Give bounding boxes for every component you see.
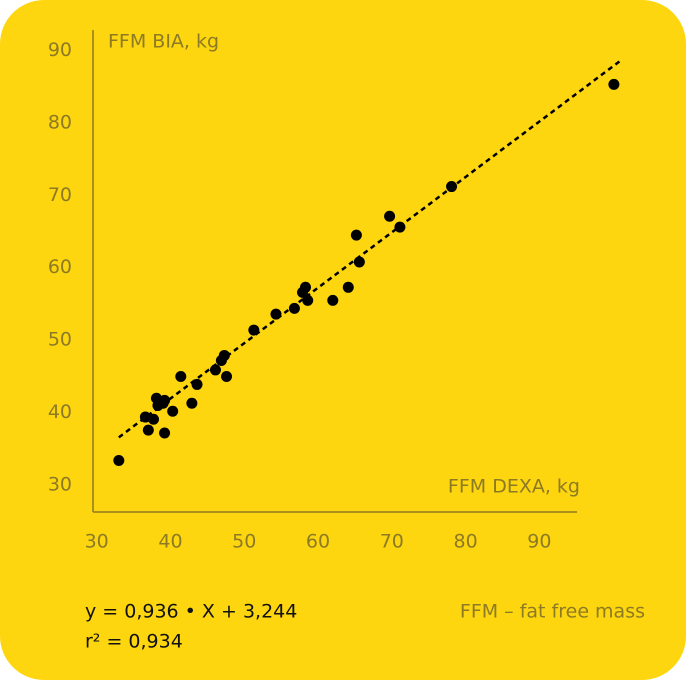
data-point [175,370,187,382]
data-point [327,294,339,306]
y-axis-label: FFM BIA, kg [108,31,219,53]
data-point [209,364,221,376]
data-point [384,210,396,222]
data-point [186,397,198,409]
x-tick-label: 50 [232,531,256,553]
data-point [167,405,179,417]
data-point [350,229,362,241]
equation: y = 0,936 • X + 3,244 [85,601,297,623]
data-point [221,370,233,382]
data-point [288,302,300,314]
data-point [191,378,203,390]
x-tick-label: 60 [306,531,330,553]
x-axis-label: FFM DEXA, kg [448,476,580,498]
data-point [608,78,620,90]
data-point [159,394,171,406]
data-point [342,281,354,293]
y-tick-label: 50 [48,329,72,351]
r-squared: r² = 0,934 [85,631,183,653]
data-point [299,281,311,293]
x-tick-label: 90 [527,531,551,553]
x-tick-label: 30 [85,531,109,553]
note: FFM – fat free mass [460,601,645,623]
data-point [302,294,314,306]
data-point [148,413,159,425]
y-tick-label: 30 [48,474,72,496]
x-tick-label: 80 [453,531,477,553]
data-point [248,324,260,336]
y-tick-label: 40 [48,401,72,423]
data-point [270,308,282,320]
y-tick-label: 70 [48,184,72,206]
data-point [394,221,406,233]
data-point [113,455,125,467]
y-tick-label: 80 [48,111,72,133]
data-point [218,349,230,361]
trend-line [118,60,621,439]
data-point [159,427,171,439]
x-tick-label: 70 [380,531,404,553]
data-point [142,424,154,436]
y-tick-label: 60 [48,256,72,278]
y-tick-label: 90 [48,39,72,61]
data-point [353,256,365,268]
data-point [446,181,458,193]
x-tick-label: 40 [158,531,182,553]
